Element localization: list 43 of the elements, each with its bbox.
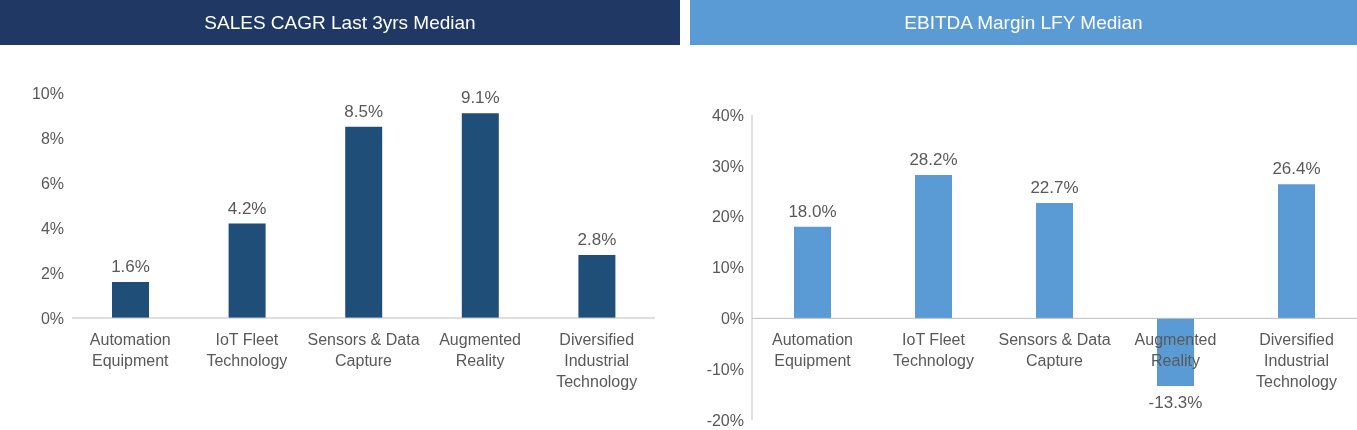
data-label: 26.4% (1272, 159, 1321, 179)
chart-title: SALES CAGR Last 3yrs Median (0, 0, 680, 45)
x-tick-label: IoT Fleet Technology (206, 331, 288, 369)
bar (578, 255, 616, 318)
x-tick-label: Diversified Industrial Technology (556, 331, 638, 390)
y-tick-label: -20% (706, 411, 744, 429)
bar (345, 126, 383, 318)
data-label: 1.6% (111, 257, 150, 276)
data-label: 2.8% (577, 230, 617, 249)
y-tick-label: 6% (40, 174, 64, 192)
bar (1278, 184, 1315, 319)
y-tick-label: 10% (31, 84, 64, 102)
y-tick-label: -10% (706, 360, 744, 378)
data-label: -13.3% (1148, 392, 1203, 412)
data-label: 4.2% (227, 198, 267, 218)
x-tick-label: Sensors & Data Capture (307, 331, 420, 369)
x-tick-label: Sensors & Data Capture (998, 331, 1111, 370)
x-tick-label: Diversified Industrial Technology (1256, 331, 1337, 391)
x-tick-label: IoT Fleet Technology (893, 331, 974, 370)
x-tick-label: Automation Equipment (89, 331, 171, 369)
bar (1036, 202, 1073, 319)
x-tick-label: Automation Equipment (772, 331, 853, 370)
y-tick-label: 0% (40, 309, 64, 327)
x-tick-label: Augmented Reality (439, 331, 522, 369)
y-tick-label: 8% (40, 129, 64, 147)
y-tick-label: 4% (40, 219, 64, 237)
bar (228, 223, 266, 318)
bar (461, 113, 499, 318)
data-label: 18.0% (788, 201, 837, 221)
y-tick-label: 40% (711, 106, 744, 124)
bar (915, 174, 952, 319)
data-label: 8.5% (344, 101, 384, 121)
data-label: 9.1% (460, 88, 500, 108)
y-tick-label: 0% (720, 310, 744, 328)
y-tick-label: 30% (711, 157, 744, 175)
y-tick-label: 20% (711, 208, 744, 226)
data-label: 28.2% (909, 149, 958, 169)
bar (794, 226, 831, 319)
chart-title: EBITDA Margin LFY Median (690, 0, 1357, 45)
y-tick-label: 2% (40, 264, 64, 282)
bar (112, 282, 149, 318)
data-label: 22.7% (1030, 177, 1079, 197)
y-tick-label: 10% (711, 259, 744, 277)
